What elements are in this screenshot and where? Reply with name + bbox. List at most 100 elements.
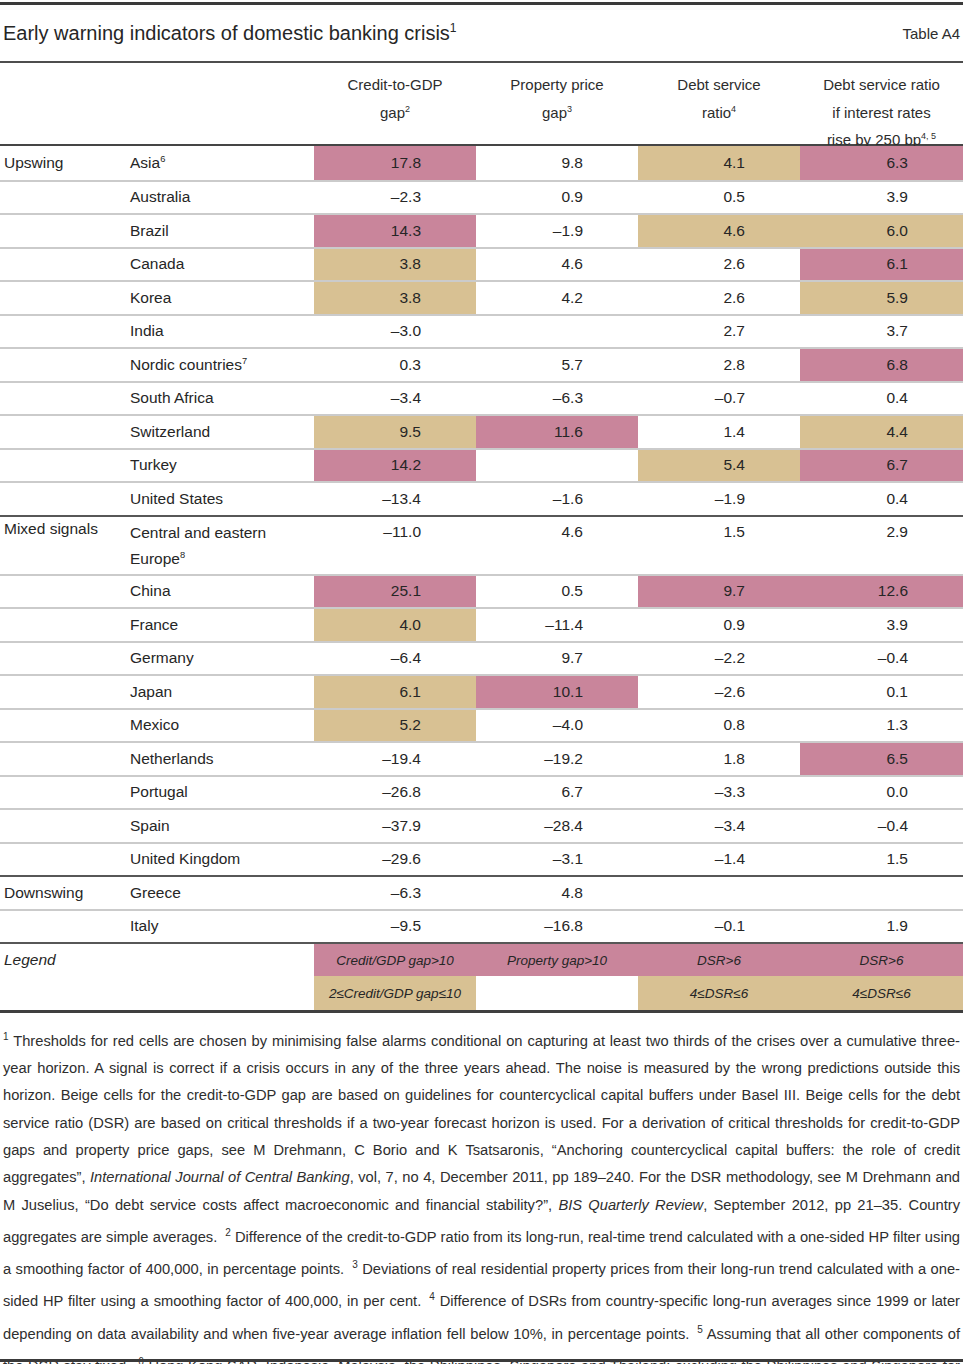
- value-cell: –29.6: [314, 844, 476, 876]
- value-cell: 0.5: [476, 576, 638, 608]
- table-row: Germany–6.49.7–2.2–0.4: [0, 641, 963, 675]
- value-cell: 6.7: [476, 777, 638, 809]
- value-cell: –1.9: [476, 215, 638, 247]
- value-cell: 4.6: [638, 215, 800, 247]
- value-cell: 14.2: [314, 450, 476, 482]
- value-cell: 9.5: [314, 416, 476, 448]
- value-cell: 1.4: [638, 416, 800, 448]
- footnote-marker: 1: [3, 1031, 9, 1042]
- table-row: India–3.02.73.7: [0, 314, 963, 348]
- value-cell: –1.9: [638, 483, 800, 515]
- country-label: United Kingdom: [125, 846, 314, 872]
- value-cell: –2.6: [638, 676, 800, 708]
- footnote-marker: 3: [352, 1259, 358, 1270]
- value-cell: [638, 877, 800, 909]
- value-cell: 4.0: [314, 609, 476, 641]
- column-header-line: Debt service ratio: [800, 71, 963, 99]
- value-cell: 5.9: [800, 282, 963, 314]
- value-cell: 6.7: [800, 450, 963, 482]
- value-cell: 2.9: [800, 517, 963, 574]
- table-row: Netherlands–19.4–19.21.86.5: [0, 741, 963, 775]
- value-cell: –26.8: [314, 777, 476, 809]
- value-cell: 6.5: [800, 743, 963, 775]
- table-row: United States–13.4–1.6–1.90.4: [0, 481, 963, 515]
- footnote-marker: 8: [180, 549, 185, 559]
- value-cell: 9.7: [476, 643, 638, 675]
- footnote-marker: 4: [731, 104, 736, 114]
- citation-italic: International Journal of Central Banking: [90, 1169, 350, 1185]
- value-cell: 2.6: [638, 282, 800, 314]
- value-cell: 0.9: [476, 182, 638, 214]
- footnote-marker: 6: [160, 154, 165, 164]
- country-label: Australia: [125, 184, 314, 210]
- table-row: Nordic countries70.35.72.86.8: [0, 347, 963, 381]
- table-row: China25.10.59.712.6: [0, 574, 963, 608]
- table-row: Brazil14.3–1.94.66.0: [0, 213, 963, 247]
- table-row: Turkey14.25.46.7: [0, 448, 963, 482]
- value-cell: 6.1: [314, 676, 476, 708]
- table-row: Italy–9.5–16.8–0.11.9: [0, 909, 963, 943]
- country-label: Netherlands: [125, 746, 314, 772]
- legend-cell: DSR>6: [638, 944, 800, 976]
- value-cell: 0.8: [638, 710, 800, 742]
- value-cell: 3.8: [314, 282, 476, 314]
- value-cell: –13.4: [314, 483, 476, 515]
- table-row: France4.0–11.40.93.9: [0, 607, 963, 641]
- table-row: South Africa–3.4–6.3–0.70.4: [0, 381, 963, 415]
- value-cell: –37.9: [314, 810, 476, 842]
- legend-row: LegendCredit/GDP gap>10Property gap>10DS…: [0, 942, 963, 976]
- title-row: Early warning indicators of domestic ban…: [0, 5, 963, 61]
- legend-spacer: [125, 944, 314, 976]
- legend-block: LegendCredit/GDP gap>10Property gap>10DS…: [0, 942, 963, 1010]
- footnotes-paragraph: 1 Thresholds for red cells are chosen by…: [0, 1013, 963, 1364]
- value-cell: –11.0: [314, 517, 476, 574]
- value-cell: 0.4: [800, 483, 963, 515]
- legend-cell: DSR>6: [800, 944, 963, 976]
- table-number-label: Table A4: [902, 25, 960, 42]
- legend-row: 2≤Credit/GDP gap≤104≤DSR≤64≤DSR≤6: [0, 976, 963, 1010]
- value-cell: 6.0: [800, 215, 963, 247]
- value-cell: –0.4: [800, 643, 963, 675]
- value-cell: 4.6: [476, 517, 638, 574]
- footnote-marker: 3: [567, 104, 572, 114]
- value-cell: 3.9: [800, 609, 963, 641]
- value-cell: 5.2: [314, 710, 476, 742]
- value-cell: 5.7: [476, 349, 638, 381]
- value-cell: –6.3: [314, 877, 476, 909]
- column-header: Property pricegap3: [476, 71, 638, 154]
- value-cell: –3.1: [476, 844, 638, 876]
- value-cell: –6.4: [314, 643, 476, 675]
- value-cell: –3.0: [314, 316, 476, 348]
- value-cell: 9.7: [638, 576, 800, 608]
- value-cell: 2.6: [638, 249, 800, 281]
- footnote-marker: 4, 5: [921, 131, 936, 141]
- country-label: France: [125, 612, 314, 638]
- value-cell: 0.4: [800, 383, 963, 415]
- value-cell: –1.4: [638, 844, 800, 876]
- table-row: Portugal–26.86.7–3.30.0: [0, 775, 963, 809]
- value-cell: 0.5: [638, 182, 800, 214]
- footnote-marker: 2: [225, 1227, 231, 1238]
- value-cell: –19.4: [314, 743, 476, 775]
- table-row: Mixed signalsCentral and eastern Europe8…: [0, 515, 963, 574]
- legend-cell: 2≤Credit/GDP gap≤10: [314, 976, 476, 1010]
- value-cell: 5.4: [638, 450, 800, 482]
- value-cell: –0.7: [638, 383, 800, 415]
- table-row: Mexico5.2–4.00.81.3: [0, 708, 963, 742]
- value-cell: 0.3: [314, 349, 476, 381]
- value-cell: –0.1: [638, 911, 800, 943]
- value-cell: 4.4: [800, 416, 963, 448]
- footnote-marker: 7: [242, 356, 247, 366]
- value-cell: 4.8: [476, 877, 638, 909]
- value-cell: 6.8: [800, 349, 963, 381]
- value-cell: 1.5: [638, 517, 800, 574]
- value-cell: 0.0: [800, 777, 963, 809]
- section-label: Downswing: [0, 884, 125, 902]
- value-cell: 10.1: [476, 676, 638, 708]
- bottom-rule: [0, 1359, 963, 1362]
- value-cell: 25.1: [314, 576, 476, 608]
- value-cell: 2.7: [638, 316, 800, 348]
- value-cell: –16.8: [476, 911, 638, 943]
- country-label: Germany: [125, 645, 314, 671]
- value-cell: 0.9: [638, 609, 800, 641]
